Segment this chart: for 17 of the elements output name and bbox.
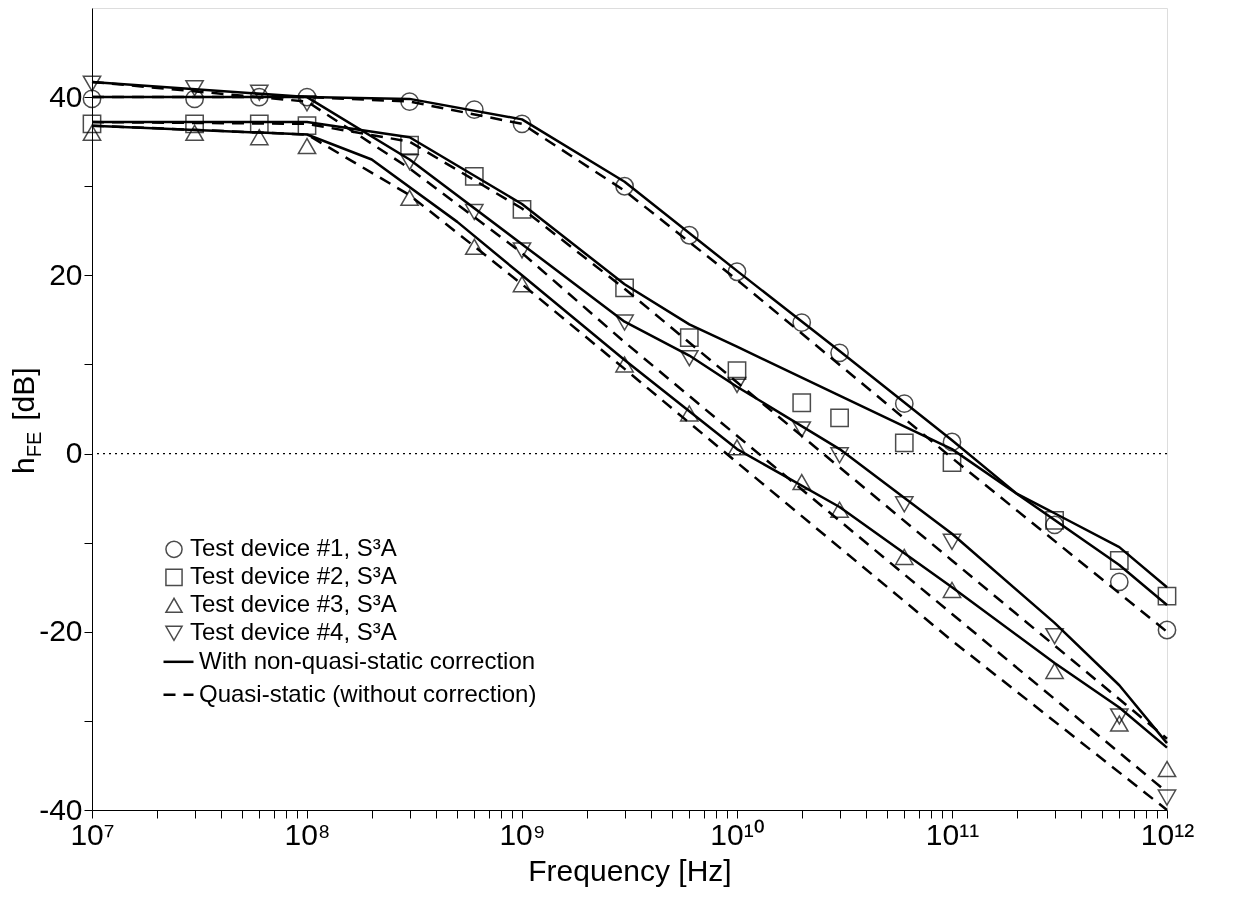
x-tick-label: 10⁹ — [499, 817, 546, 851]
y-tick-label: -20 — [39, 614, 83, 648]
x-axis-title: Frequency [Hz] — [528, 853, 732, 887]
x-tick-label: 10¹⁰ — [710, 817, 765, 851]
legend-label: With non-quasi-static correction — [199, 646, 536, 674]
x-tick-label: 10¹² — [1140, 817, 1195, 851]
x-tick-label: 10¹¹ — [925, 817, 980, 851]
y-tick-label: 20 — [49, 257, 83, 291]
legend-label: Test device #1, S³A — [190, 534, 397, 562]
x-tick-label: 10⁸ — [284, 817, 331, 851]
y-tick-label: 0 — [65, 436, 83, 470]
legend-label: Test device #2, S³A — [190, 562, 397, 590]
y-axis-title: hFE [dB] — [7, 367, 45, 474]
legend-label: Test device #3, S³A — [190, 590, 397, 618]
legend-label: Test device #4, S³A — [190, 618, 397, 646]
y-tick-label: 40 — [49, 79, 83, 113]
legend-label: Quasi-static (without correction) — [199, 679, 537, 707]
